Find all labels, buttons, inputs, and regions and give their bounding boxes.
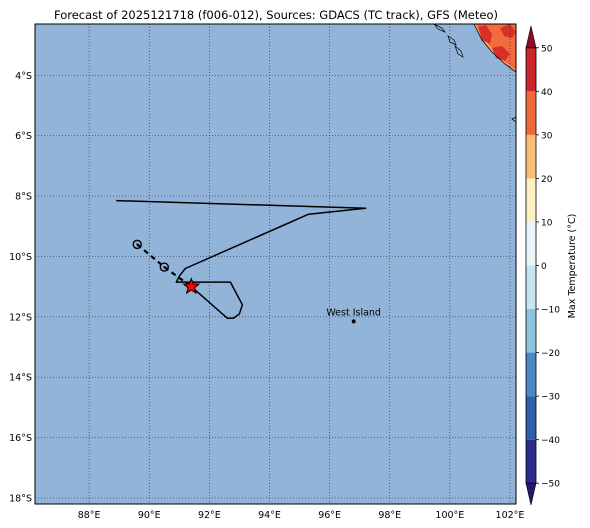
lat-tick-label: 16°S	[9, 433, 32, 444]
lat-tick-label: 4°S	[15, 71, 32, 82]
lon-tick-label: 98°E	[378, 510, 401, 521]
mentawai-island-outline-2	[454, 44, 464, 58]
enggano-island-outline	[511, 116, 516, 123]
colorbar-tick-label: −20	[541, 349, 560, 359]
map-frame	[34, 23, 517, 505]
colorbar-tick-label: 0	[541, 262, 547, 272]
colorbar-bin	[526, 396, 536, 440]
lat-tick-label: 8°S	[15, 192, 32, 203]
latitude-tick-labels: 4°S 6°S 8°S 10°S 12°S 14°S 16°S 18°S	[9, 71, 32, 505]
colorbar-tick-label: 30	[541, 131, 553, 141]
lon-tick-label: 90°E	[138, 510, 161, 521]
colorbar-bin	[526, 265, 536, 310]
cyclone-track-layer	[116, 199, 367, 320]
past-position-marker[interactable]	[132, 239, 142, 250]
colorbar-tick-label: 50	[541, 44, 553, 54]
lon-tick-label: 88°E	[78, 510, 101, 521]
lat-lon-gridlines	[35, 24, 516, 504]
longitude-tick-labels: 88°E 90°E 92°E 94°E 96°E 98°E 100°E 102°E	[78, 510, 525, 521]
west-island-marker[interactable]	[351, 319, 356, 324]
lon-tick-label: 102°E	[496, 510, 525, 521]
map-panel[interactable]: West Island	[34, 23, 517, 505]
temperature-colorbar: 50 40 30 20 10 0 −10 −20 −30 −40 −50 Max Temperatu…	[525, 25, 578, 506]
colorbar-bin	[526, 47, 536, 92]
lat-tick-label: 12°S	[9, 312, 32, 323]
lat-tick-label: 14°S	[9, 373, 32, 384]
colorbar-tick-label: 20	[541, 175, 553, 185]
colorbar-tick-label: 10	[541, 218, 553, 228]
lon-tick-label: 94°E	[258, 510, 281, 521]
colorbar-tick-label: −30	[541, 393, 560, 403]
figure-title: Forecast of 2025121718 (f006-012), Sourc…	[54, 8, 498, 22]
sumatra-coastline	[473, 24, 516, 73]
colorbar-extend-top	[525, 25, 537, 49]
colorbar-label: Max Temperature (°C)	[567, 214, 578, 319]
colorbar-tick-label: −50	[541, 480, 560, 490]
lon-tick-label: 96°E	[318, 510, 341, 521]
land-and-temperature-layer	[433, 24, 516, 123]
past-track-segment	[163, 266, 192, 288]
colorbar-bin	[526, 352, 536, 397]
colorbar-tick-label: −40	[541, 436, 560, 446]
colorbar-bin	[526, 91, 536, 135]
colorbar-bin	[526, 134, 536, 179]
sumatra-land-hot-2	[492, 46, 510, 61]
mentawai-island-outline-1	[447, 35, 457, 46]
colorbar-bin	[526, 439, 536, 484]
ocean-background	[35, 24, 516, 504]
lat-tick-label: 6°S	[15, 131, 32, 142]
colorbar-extend-bottom	[525, 482, 537, 506]
lon-tick-label: 100°E	[435, 510, 464, 521]
colorbar-tick-label: 40	[541, 88, 553, 98]
sumatra-land-hot-3	[500, 24, 516, 38]
lat-tick-label: 18°S	[9, 493, 32, 504]
past-position-marker[interactable]	[159, 262, 169, 272]
lon-tick-label: 92°E	[198, 510, 221, 521]
lat-tick-label: 10°S	[9, 252, 32, 263]
colorbar-tick-label: −10	[541, 306, 560, 316]
past-position-dot	[136, 243, 139, 246]
colorbar-bin	[526, 221, 536, 266]
place-labels: West Island	[326, 307, 381, 324]
past-position-dot	[163, 266, 166, 269]
colorbar-bin	[526, 309, 536, 353]
current-storm-position-star[interactable]	[182, 277, 201, 295]
colorbar-bin	[526, 178, 536, 222]
nias-island-outline	[433, 24, 447, 33]
sumatra-land-hot-1	[478, 25, 492, 44]
past-track-segment	[136, 243, 165, 268]
west-island-label: West Island	[326, 307, 381, 318]
